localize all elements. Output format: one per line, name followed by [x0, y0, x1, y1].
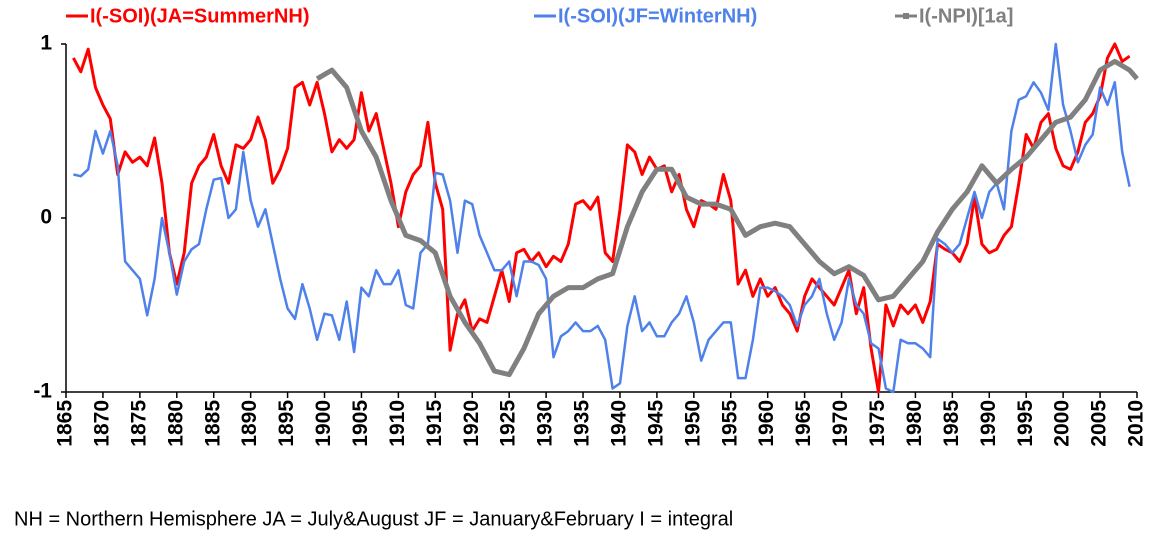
x-tick-label: 1995	[1014, 400, 1037, 447]
series-line	[315, 58, 1139, 378]
x-tick-label: 1985	[940, 400, 963, 447]
x-tick-label: 2010	[1125, 400, 1148, 447]
x-tick-label: 1965	[792, 400, 815, 447]
x-tick-label: 1980	[903, 400, 926, 447]
y-tick-label: -1	[33, 380, 52, 403]
x-tick-label: 1925	[497, 400, 520, 447]
x-tick-label: 1990	[977, 400, 1000, 447]
note: NH = Northern Hemisphere JA = July&Augus…	[14, 508, 733, 530]
x-tick-label: 1900	[312, 400, 335, 447]
x-tick-label: 1895	[275, 400, 298, 447]
x-tick-label: 1930	[534, 400, 557, 447]
x-tick-label: 1875	[127, 400, 150, 447]
legend-marker	[903, 13, 909, 19]
x-tick-label: 2005	[1088, 400, 1111, 447]
x-tick-label: 1865	[54, 400, 77, 447]
legend-label: I(-NPI)[1a]	[919, 5, 1013, 27]
x-tick-label: 1870	[90, 400, 113, 447]
series-line	[72, 42, 1131, 394]
series-line	[73, 42, 1131, 394]
y-tick-label: 0	[40, 206, 52, 229]
x-tick-label: 1970	[829, 400, 852, 447]
x-tick-label: 1960	[755, 400, 778, 447]
x-tick-label: 1920	[460, 400, 483, 447]
x-tick-label: 1945	[644, 400, 667, 447]
y-tick-label: 1	[40, 32, 52, 55]
x-tick-label: 1950	[681, 400, 704, 447]
x-tick-label: 1880	[164, 400, 187, 447]
x-tick-label: 1905	[349, 400, 372, 447]
x-tick-label: 2000	[1051, 400, 1074, 447]
legend-label: I(-SOI)(JA=SummerNH)	[90, 5, 309, 27]
x-tick-label: 1940	[608, 400, 631, 447]
x-tick-label: 1910	[386, 400, 409, 447]
x-tick-label: 1955	[718, 400, 741, 447]
x-tick-label: 1935	[571, 400, 594, 447]
x-tick-label: 1915	[423, 400, 446, 447]
legend-label: I(-SOI)(JF=WinterNH)	[558, 5, 757, 27]
x-tick-label: 1890	[238, 400, 261, 447]
x-tick-label: 1885	[201, 400, 224, 447]
x-tick-label: 1975	[866, 400, 889, 447]
